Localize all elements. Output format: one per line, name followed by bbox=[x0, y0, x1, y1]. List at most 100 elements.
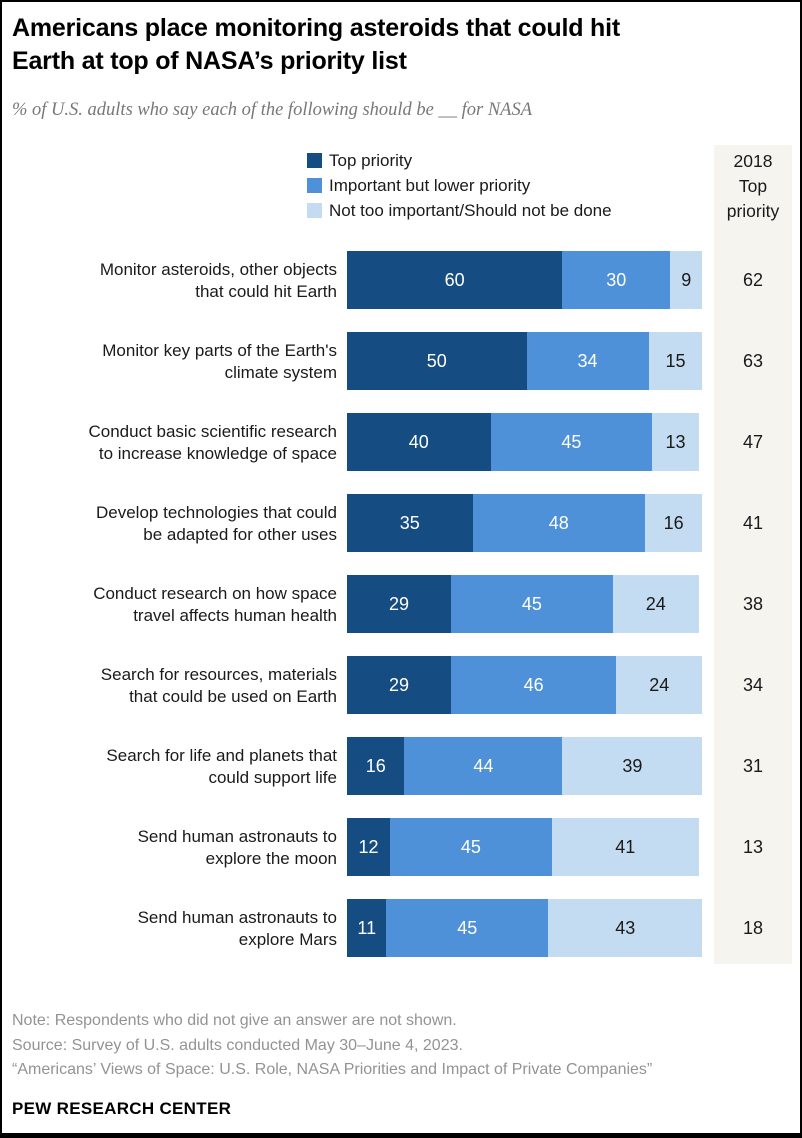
stacked-bar: 60 30 9 bbox=[347, 251, 706, 309]
footer-notes: Note: Respondents who did not give an an… bbox=[12, 1009, 796, 1083]
row-label: Send human astronauts to explore the moon bbox=[137, 826, 337, 868]
prior-year-value: 31 bbox=[742, 756, 764, 776]
row-label: Conduct basic scientific research to incr… bbox=[88, 421, 337, 463]
prior-year-value: 62 bbox=[742, 270, 764, 290]
prior-year-value: 63 bbox=[742, 351, 764, 371]
prior-year-value: 18 bbox=[742, 918, 764, 938]
row-label: Conduct research on how space travel affe… bbox=[93, 583, 337, 625]
chart-row: Send human astronauts to explore the moon… bbox=[2, 807, 800, 888]
chart-row: Search for resources, materials that coul… bbox=[2, 645, 800, 726]
stacked-bar: 29 45 24 bbox=[347, 575, 706, 633]
row-label: Send human astronauts to explore Mars bbox=[137, 907, 337, 949]
bar-segment-not-important: 9 bbox=[670, 251, 703, 309]
prior-year-column-background bbox=[714, 145, 792, 964]
note-line: Note: Respondents who did not give an an… bbox=[12, 1012, 457, 1029]
bar-value-label: 12 bbox=[358, 836, 379, 857]
row-label: Develop technologies that could be adapte… bbox=[96, 502, 337, 544]
pew-research-center-logo: PEW RESEARCH CENTER bbox=[12, 1099, 232, 1118]
bar-value-label: 15 bbox=[665, 350, 686, 371]
bar-segment-top-priority: 35 bbox=[347, 494, 473, 552]
chart-subtitle: % of U.S. adults who say each of the fol… bbox=[12, 100, 533, 120]
bar-value-label: 43 bbox=[615, 917, 636, 938]
bar-segment-not-important: 13 bbox=[652, 413, 699, 471]
prior-year-value: 34 bbox=[742, 675, 764, 695]
legend: Top priority Important but lower priority… bbox=[307, 148, 612, 223]
chart-row: Search for life and planets that could su… bbox=[2, 726, 800, 807]
chart-rows: Monitor asteroids, other objects that cou… bbox=[2, 240, 800, 969]
legend-label: Important but lower priority bbox=[329, 175, 531, 195]
bar-value-label: 50 bbox=[426, 350, 447, 371]
legend-label: Top priority bbox=[329, 150, 413, 170]
prior-year-header-line: 2018 bbox=[733, 151, 773, 171]
bar-segment-important-lower-priority: 45 bbox=[490, 413, 653, 471]
prior-year-value: 38 bbox=[742, 594, 764, 614]
bar-value-label: 24 bbox=[649, 674, 670, 695]
stacked-bar: 29 46 24 bbox=[347, 656, 706, 714]
bar-segment-top-priority: 12 bbox=[347, 818, 391, 876]
prior-year-header-line: Top bbox=[738, 176, 768, 196]
stacked-bar: 35 48 16 bbox=[347, 494, 706, 552]
legend-swatch-icon bbox=[307, 203, 322, 218]
chart-row: Conduct basic scientific research to incr… bbox=[2, 402, 800, 483]
bar-value-label: 29 bbox=[389, 593, 410, 614]
chart-row: Conduct research on how space travel affe… bbox=[2, 564, 800, 645]
legend-label: Not too important/Should not be done bbox=[329, 200, 612, 220]
bar-segment-top-priority: 16 bbox=[347, 737, 405, 795]
row-label: Search for resources, materials that coul… bbox=[100, 664, 337, 706]
row-label: Search for life and planets that could su… bbox=[106, 745, 337, 787]
legend-item-not-important: Not too important/Should not be done bbox=[307, 198, 612, 223]
bar-segment-not-important: 24 bbox=[612, 575, 699, 633]
chart-row: Send human astronauts to explore Mars 11 45… bbox=[2, 888, 800, 969]
title-line-1: Americans place monitoring asteroids tha… bbox=[12, 14, 620, 42]
legend-item-important-lower-priority: Important but lower priority bbox=[307, 173, 612, 198]
prior-year-column-header: 2018 Top priority bbox=[714, 149, 792, 224]
bar-segment-important-lower-priority: 46 bbox=[451, 656, 617, 714]
row-label: Monitor key parts of the Earth's climate … bbox=[102, 340, 337, 382]
stacked-bar: 12 45 41 bbox=[347, 818, 706, 876]
bar-value-label: 41 bbox=[615, 836, 636, 857]
bar-segment-important-lower-priority: 34 bbox=[526, 332, 649, 390]
bar-segment-top-priority: 29 bbox=[347, 656, 452, 714]
prior-year-header-line: priority bbox=[726, 201, 780, 221]
bar-value-label: 39 bbox=[622, 755, 643, 776]
legend-item-top-priority: Top priority bbox=[307, 148, 612, 173]
page-title: Americans place monitoring asteroids tha… bbox=[12, 12, 796, 78]
bar-segment-important-lower-priority: 48 bbox=[472, 494, 645, 552]
bar-segment-top-priority: 50 bbox=[347, 332, 527, 390]
legend-swatch-icon bbox=[307, 178, 322, 193]
stacked-bar: 50 34 15 bbox=[347, 332, 706, 390]
bar-value-label: 24 bbox=[645, 593, 666, 614]
prior-year-value: 41 bbox=[742, 513, 764, 533]
bar-segment-not-important: 24 bbox=[616, 656, 703, 714]
bar-segment-important-lower-priority: 44 bbox=[404, 737, 563, 795]
chart-row: Develop technologies that could be adapte… bbox=[2, 483, 800, 564]
bar-value-label: 34 bbox=[577, 350, 598, 371]
bar-segment-top-priority: 40 bbox=[347, 413, 491, 471]
bar-value-label: 60 bbox=[444, 269, 465, 290]
bar-value-label: 13 bbox=[665, 431, 686, 452]
source-line: Source: Survey of U.S. adults conducted … bbox=[12, 1036, 463, 1054]
row-label: Monitor asteroids, other objects that cou… bbox=[99, 259, 337, 301]
bar-value-label: 9 bbox=[681, 269, 692, 290]
bar-segment-not-important: 39 bbox=[562, 737, 703, 795]
bar-segment-important-lower-priority: 30 bbox=[562, 251, 671, 309]
bar-value-label: 45 bbox=[561, 431, 582, 452]
bar-value-label: 48 bbox=[548, 512, 569, 533]
stacked-bar: 40 45 13 bbox=[347, 413, 706, 471]
bar-value-label: 44 bbox=[473, 755, 494, 776]
bar-value-label: 30 bbox=[606, 269, 627, 290]
bar-segment-not-important: 16 bbox=[644, 494, 703, 552]
bar-segment-not-important: 15 bbox=[648, 332, 703, 390]
bar-value-label: 45 bbox=[457, 917, 478, 938]
chart-row: Monitor key parts of the Earth's climate … bbox=[2, 321, 800, 402]
bar-segment-top-priority: 11 bbox=[347, 899, 387, 957]
bar-value-label: 29 bbox=[389, 674, 410, 695]
prior-year-value: 13 bbox=[742, 837, 764, 857]
bar-value-label: 46 bbox=[523, 674, 544, 695]
citation-line: “Americans’ Views of Space: U.S. Role, N… bbox=[12, 1061, 653, 1078]
bar-value-label: 16 bbox=[663, 512, 684, 533]
bar-value-label: 40 bbox=[408, 431, 429, 452]
stacked-bar: 11 45 43 bbox=[347, 899, 706, 957]
bar-value-label: 45 bbox=[521, 593, 542, 614]
